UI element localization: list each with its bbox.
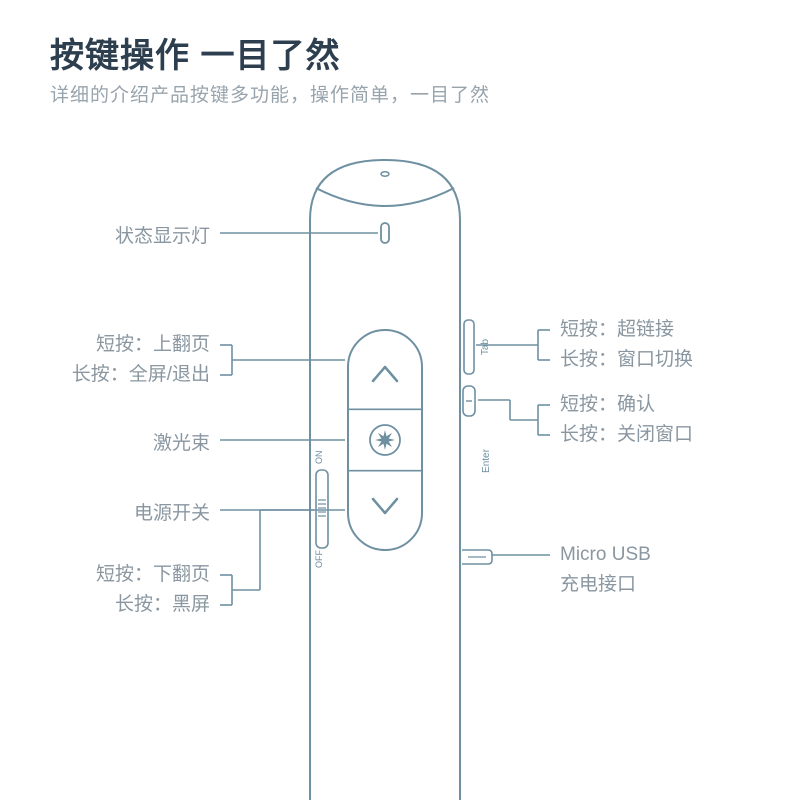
svg-text:Tab: Tab bbox=[480, 339, 491, 356]
svg-text:OFF: OFF bbox=[314, 550, 324, 568]
device-diagram: ON OFF Tab Enter bbox=[0, 0, 800, 800]
svg-text:Enter: Enter bbox=[481, 448, 492, 473]
svg-text:ON: ON bbox=[314, 451, 324, 465]
